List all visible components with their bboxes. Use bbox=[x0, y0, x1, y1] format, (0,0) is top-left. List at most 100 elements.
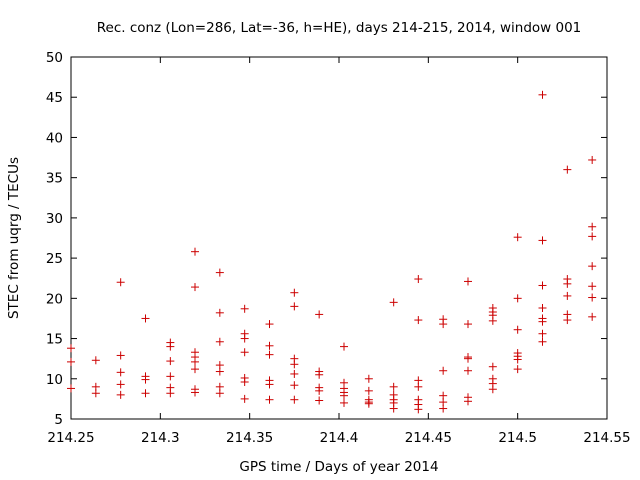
chart-title: Rec. conz (Lon=286, Lat=-36, h=HE), days… bbox=[97, 20, 582, 36]
data-point bbox=[463, 397, 472, 406]
data-point bbox=[588, 232, 597, 241]
data-point bbox=[463, 320, 472, 329]
data-point bbox=[290, 360, 299, 369]
x-tick-label: 214.55 bbox=[583, 430, 630, 446]
data-point bbox=[538, 317, 547, 326]
y-tick-label: 5 bbox=[54, 412, 63, 428]
data-point bbox=[488, 362, 497, 371]
data-point bbox=[389, 404, 398, 413]
data-point bbox=[588, 222, 597, 231]
data-point bbox=[463, 366, 472, 375]
data-point bbox=[116, 368, 125, 377]
data-point bbox=[315, 310, 324, 319]
data-point bbox=[340, 398, 349, 407]
y-tick-label: 50 bbox=[46, 50, 63, 66]
data-point bbox=[563, 165, 572, 174]
data-point bbox=[190, 357, 199, 366]
data-point bbox=[91, 389, 100, 398]
data-point bbox=[414, 316, 423, 325]
y-tick-label: 30 bbox=[46, 211, 63, 227]
data-point bbox=[315, 396, 324, 405]
data-point bbox=[364, 399, 373, 408]
data-point bbox=[315, 370, 324, 379]
data-point bbox=[588, 262, 597, 271]
data-point bbox=[166, 342, 175, 351]
data-point bbox=[67, 384, 75, 393]
data-point bbox=[389, 298, 398, 307]
data-point bbox=[538, 90, 547, 99]
data-point bbox=[265, 341, 274, 350]
y-axis: 5 10 15 20 25 30 35 40 45 50 bbox=[46, 50, 607, 428]
y-tick-label: 10 bbox=[46, 372, 63, 388]
data-point bbox=[67, 344, 75, 353]
x-tick-label: 214.35 bbox=[226, 430, 273, 446]
data-point bbox=[116, 351, 125, 360]
data-point bbox=[364, 386, 373, 395]
data-point bbox=[240, 334, 249, 343]
data-point bbox=[166, 357, 175, 366]
y-tick-label: 40 bbox=[46, 130, 63, 146]
y-axis-label: STEC from uqrg / TECUs bbox=[6, 157, 22, 319]
data-points bbox=[67, 90, 597, 414]
data-point bbox=[215, 337, 224, 346]
data-point bbox=[190, 247, 199, 256]
data-point bbox=[538, 303, 547, 312]
y-tick-label: 15 bbox=[46, 332, 63, 348]
data-point bbox=[439, 366, 448, 375]
data-point bbox=[340, 391, 349, 400]
x-tick-label: 214.5 bbox=[498, 430, 537, 446]
data-point bbox=[513, 233, 522, 242]
data-point bbox=[290, 369, 299, 378]
data-point bbox=[439, 320, 448, 329]
data-point bbox=[190, 365, 199, 374]
data-point bbox=[538, 281, 547, 290]
data-point bbox=[116, 380, 125, 389]
data-point bbox=[190, 283, 199, 292]
data-point bbox=[215, 367, 224, 376]
x-tick-label: 214.4 bbox=[320, 430, 359, 446]
data-point bbox=[265, 350, 274, 359]
data-point bbox=[463, 354, 472, 363]
data-point bbox=[588, 155, 597, 164]
data-point bbox=[190, 388, 199, 397]
data-point bbox=[265, 395, 274, 404]
data-point bbox=[290, 381, 299, 390]
data-point bbox=[513, 294, 522, 303]
y-tick-label: 35 bbox=[46, 171, 63, 187]
data-point bbox=[240, 394, 249, 403]
data-point bbox=[265, 380, 274, 389]
y-tick-label: 20 bbox=[46, 291, 63, 307]
data-point bbox=[315, 386, 324, 395]
data-point bbox=[488, 385, 497, 394]
data-point bbox=[240, 348, 249, 357]
data-point bbox=[488, 316, 497, 325]
data-point bbox=[563, 316, 572, 325]
data-point bbox=[513, 325, 522, 334]
x-tick-label: 214.3 bbox=[141, 430, 180, 446]
data-point bbox=[463, 277, 472, 286]
data-point bbox=[389, 382, 398, 391]
data-point bbox=[340, 342, 349, 351]
data-point bbox=[563, 291, 572, 300]
data-point bbox=[538, 329, 547, 338]
data-point bbox=[414, 405, 423, 414]
data-point bbox=[538, 236, 547, 245]
data-point bbox=[414, 382, 423, 391]
data-point bbox=[513, 355, 522, 364]
data-point bbox=[215, 389, 224, 398]
data-point bbox=[290, 288, 299, 297]
data-point bbox=[116, 278, 125, 287]
data-point bbox=[290, 302, 299, 311]
data-point bbox=[588, 293, 597, 302]
data-point bbox=[215, 268, 224, 277]
data-point bbox=[141, 389, 150, 398]
data-point bbox=[166, 372, 175, 381]
data-point bbox=[240, 377, 249, 386]
data-point bbox=[290, 395, 299, 404]
data-point bbox=[240, 304, 249, 313]
x-tick-label: 214.45 bbox=[405, 430, 452, 446]
data-point bbox=[116, 390, 125, 399]
data-point bbox=[215, 308, 224, 317]
data-point bbox=[588, 312, 597, 321]
